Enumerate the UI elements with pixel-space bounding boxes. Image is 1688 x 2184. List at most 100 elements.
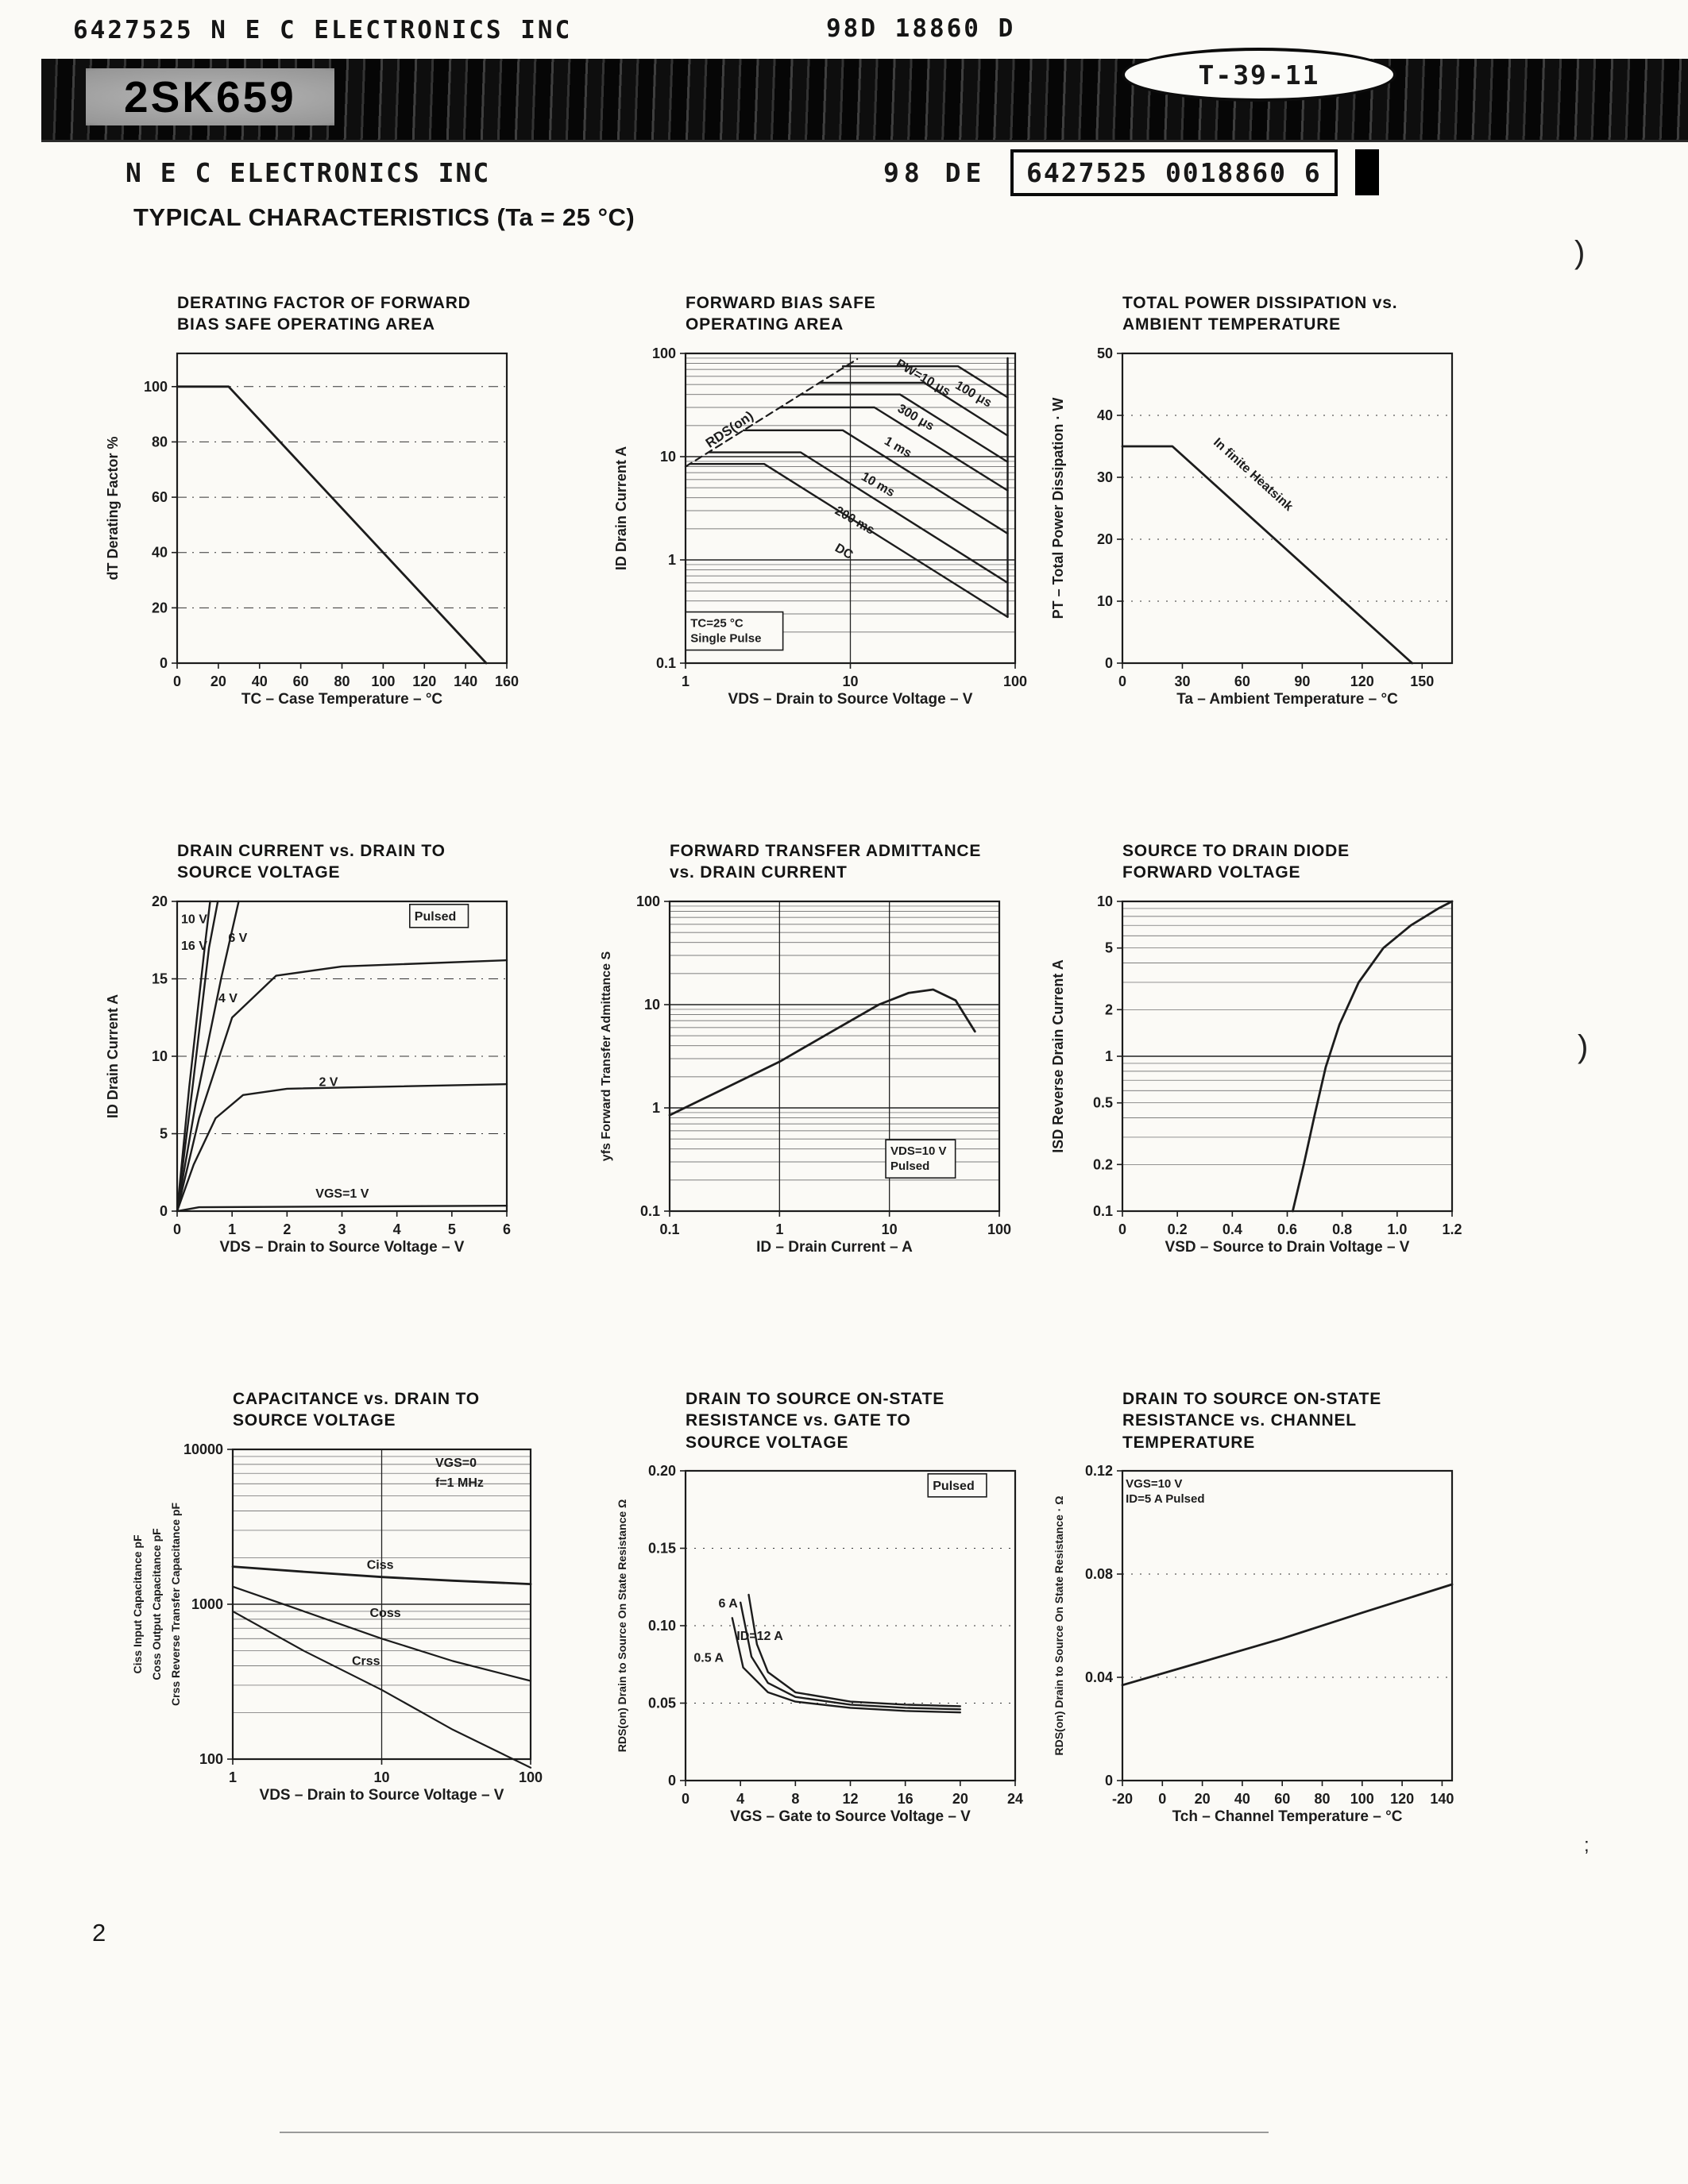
svg-text:20: 20: [1195, 1791, 1211, 1807]
svg-text:60: 60: [1274, 1791, 1290, 1807]
x-axis-label: VDS – Drain to Source Voltage – V: [728, 691, 973, 708]
annotation: 4 V: [218, 992, 238, 1005]
svg-text:1: 1: [682, 673, 689, 689]
y-axis-label: RDS(on) Drain to Source On State Resista…: [1053, 1495, 1065, 1755]
svg-text:0: 0: [160, 655, 168, 671]
svg-text:1: 1: [652, 1100, 660, 1116]
svg-text:120: 120: [1390, 1791, 1414, 1807]
svg-text:1: 1: [229, 1769, 237, 1785]
svg-text:100: 100: [371, 673, 395, 689]
y-axis-label: PT – Total Power Dissipation · W: [1050, 397, 1066, 619]
svg-text:100: 100: [199, 1751, 223, 1767]
document-code-box: 6427525 0018860 6: [1010, 149, 1338, 196]
chart-title-line: DRAIN TO SOURCE ON-STATE: [1122, 1390, 1382, 1408]
scan-artifact: ): [1578, 1029, 1589, 1064]
chart-title-line: TEMPERATURE: [1122, 1433, 1256, 1452]
svg-text:100: 100: [144, 378, 168, 394]
svg-text:1: 1: [228, 1221, 236, 1237]
svg-text:100: 100: [1350, 1791, 1374, 1807]
annotation: VGS=1 V: [315, 1187, 369, 1200]
svg-text:4: 4: [736, 1791, 744, 1807]
annotation: DC: [832, 541, 856, 561]
chart-title-line: OPERATING AREA: [686, 315, 844, 334]
annotation: Coss: [370, 1607, 401, 1620]
chart-title-line: SOURCE VOLTAGE: [686, 1433, 849, 1452]
chart-title-line: BIAS SAFE OPERATING AREA: [177, 315, 435, 334]
annotation: 6 A: [719, 1597, 739, 1611]
svg-text:0.5: 0.5: [1093, 1094, 1113, 1110]
svg-text:2: 2: [283, 1221, 291, 1237]
top-right-code: 98D 18860 D: [826, 14, 1016, 43]
y-axis-label: ISD Reverse Drain Current A: [1050, 959, 1066, 1152]
annotation: VGS=10 V: [1126, 1477, 1182, 1491]
annotation: ID=5 A Pulsed: [1126, 1492, 1204, 1506]
svg-text:2: 2: [1105, 1001, 1113, 1017]
chart-title-line: SOURCE VOLTAGE: [177, 863, 341, 882]
svg-text:5: 5: [160, 1125, 168, 1141]
svg-text:20: 20: [211, 673, 226, 689]
series-id-0.5a: [731, 1616, 961, 1714]
svg-text:10000: 10000: [183, 1441, 223, 1457]
svg-text:10: 10: [152, 1048, 168, 1064]
chart-title: FORWARD TRANSFER ADMITTANCE vs. DRAIN CUR…: [670, 840, 1039, 884]
svg-text:140: 140: [454, 673, 477, 689]
annotation: VDS=10 V: [890, 1144, 946, 1158]
series-pw-200ms: [709, 450, 1009, 584]
y-axis-label: Ciss Input Capacitance pF: [131, 1534, 144, 1673]
chart-forward-transfer-admittance: FORWARD TRANSFER ADMITTANCE vs. DRAIN CUR…: [594, 840, 1039, 1266]
svg-text:40: 40: [1097, 407, 1113, 423]
svg-text:10: 10: [1097, 893, 1113, 909]
annotation: Ciss: [367, 1558, 394, 1572]
series-vgs-4v: [176, 959, 508, 1212]
series-id-12a: [747, 1593, 961, 1707]
annotation: 6 V: [228, 932, 247, 945]
chart-title-line: TOTAL POWER DISSIPATION vs.: [1122, 294, 1398, 312]
series-pw-1ms: [778, 406, 1009, 492]
svg-text:0: 0: [1158, 1791, 1166, 1807]
annotation: 0.5 A: [693, 1651, 724, 1665]
x-axis-label: VDS – Drain to Source Voltage – V: [220, 1239, 465, 1256]
page-number: 2: [92, 1919, 106, 1947]
chart-title-line: DERATING FACTOR OF FORWARD: [177, 294, 471, 312]
svg-text:60: 60: [293, 673, 309, 689]
svg-text:24: 24: [1007, 1791, 1023, 1807]
svg-text:80: 80: [1314, 1791, 1330, 1807]
svg-text:12: 12: [842, 1791, 858, 1807]
svg-text:100: 100: [652, 345, 676, 361]
svg-text:90: 90: [1294, 673, 1310, 689]
y-axis-label: RDS(on) Drain to Source On State Resista…: [616, 1499, 628, 1753]
svg-text:0.8: 0.8: [1332, 1221, 1352, 1237]
svg-text:20: 20: [952, 1791, 968, 1807]
chart-title: DRAIN TO SOURCE ON-STATE RESISTANCE vs. G…: [686, 1388, 1055, 1453]
svg-text:50: 50: [1097, 345, 1113, 361]
svg-text:10: 10: [373, 1769, 389, 1785]
annotation: ID=12 A: [736, 1630, 783, 1643]
svg-text:1: 1: [668, 552, 676, 568]
chart-title-line: SOURCE TO DRAIN DIODE: [1122, 842, 1350, 860]
drain-current-vs-vds-plot: 0 1 2 3 4 5 6 0 5 10 15 20 VDS – Drain to Source Vol…: [105, 893, 511, 1256]
svg-text:10: 10: [1097, 593, 1113, 609]
annotation: In finite Heatsink: [1211, 435, 1296, 513]
total-power-dissipation-plot: 0 30 60 90 120 150 0 10 20 30 40 50 Ta – Ambient Tem…: [1050, 345, 1454, 708]
annotation: f=1 MHz: [435, 1476, 484, 1490]
chart-title-line: FORWARD TRANSFER ADMITTANCE: [670, 842, 982, 860]
forward-bias-soa-plot: 1 10 100 0.1 1 10 100 VDS – Drain to Source Vol…: [613, 345, 1027, 708]
svg-text:10: 10: [882, 1221, 898, 1237]
svg-text:0: 0: [1118, 1221, 1126, 1237]
chart-capacitance-vs-vds: CAPACITANCE vs. DRAIN TO SOURCE VOLTAGE 1 1…: [126, 1388, 570, 1814]
chart-source-drain-diode-forward-voltage: SOURCE TO DRAIN DIODE FORWARD VOLTAGE 0 0.2…: [1047, 840, 1492, 1266]
series-crss: [231, 1610, 532, 1769]
chart-title: SOURCE TO DRAIN DIODE FORWARD VOLTAGE: [1122, 840, 1492, 884]
series-vgs-10v: [176, 900, 219, 1212]
document-code: 6427525 0018860 6: [1026, 157, 1322, 188]
svg-text:40: 40: [252, 673, 268, 689]
series-dc: [689, 462, 1009, 618]
svg-text:60: 60: [152, 489, 168, 505]
svg-text:100: 100: [1003, 673, 1027, 689]
svg-text:20: 20: [1097, 531, 1113, 547]
svg-text:0: 0: [1118, 673, 1126, 689]
chart-title: FORWARD BIAS SAFE OPERATING AREA: [686, 292, 1055, 336]
series-pw-10ms: [742, 429, 1009, 534]
svg-text:0: 0: [173, 1221, 181, 1237]
scan-artifact: ): [1574, 235, 1586, 270]
